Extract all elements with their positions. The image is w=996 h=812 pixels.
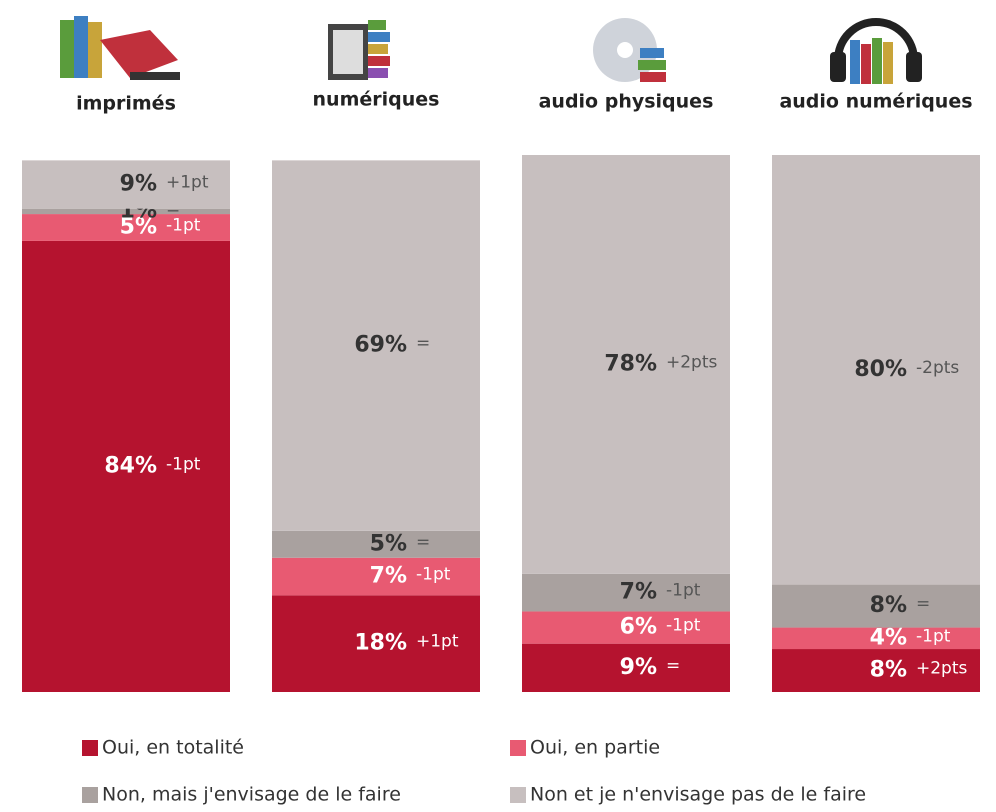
change-label: = [416,532,430,552]
change-label: -1pt [166,454,201,474]
icon-printed-books [60,16,180,80]
category-label: audio numériques [779,91,972,113]
value-label: 84% [104,453,157,478]
legend-label: Non, mais j'envisage de le faire [102,784,401,806]
value-label: 9% [120,172,157,197]
icon-headphones [830,22,922,84]
legend-swatch [510,787,526,803]
change-label: -2pts [916,358,959,378]
value-label: 78% [604,351,657,376]
value-label: 69% [354,333,407,358]
change-label: +2pts [666,352,718,372]
change-label: -1pt [916,626,951,646]
value-label: 8% [870,658,907,683]
change-label: -1pt [666,581,701,601]
legend-swatch [82,787,98,803]
icon-ebook [328,20,390,80]
category-label: audio physiques [539,91,714,113]
value-label: 4% [870,625,907,650]
value-label: 8% [870,593,907,618]
change-label: +1pt [166,173,209,193]
category-label: numériques [313,89,440,111]
value-label: 6% [620,615,657,640]
change-label: = [416,334,430,354]
legend-label: Non et je n'envisage pas de le faire [530,784,866,806]
legend-label: Oui, en partie [530,737,660,759]
value-label: 7% [620,580,657,605]
value-label: 18% [354,631,407,656]
chart: imprimés84%-1pt5%-1pt1%=9%+1ptnumériques… [0,0,996,812]
change-label: = [916,594,930,614]
change-label: -1pt [416,565,451,585]
value-label: 9% [620,655,657,680]
value-label: 5% [370,531,407,556]
category-label: imprimés [76,93,176,115]
icon-cd [593,18,666,82]
value-label: 7% [370,564,407,589]
change-label: = [666,656,680,676]
legend-label: Oui, en totalité [102,737,244,759]
change-label: +2pts [916,659,968,679]
change-label: -1pt [666,616,701,636]
legend-swatch [510,740,526,756]
change-label: +1pt [416,632,459,652]
value-label: 80% [854,357,907,382]
legend-swatch [82,740,98,756]
